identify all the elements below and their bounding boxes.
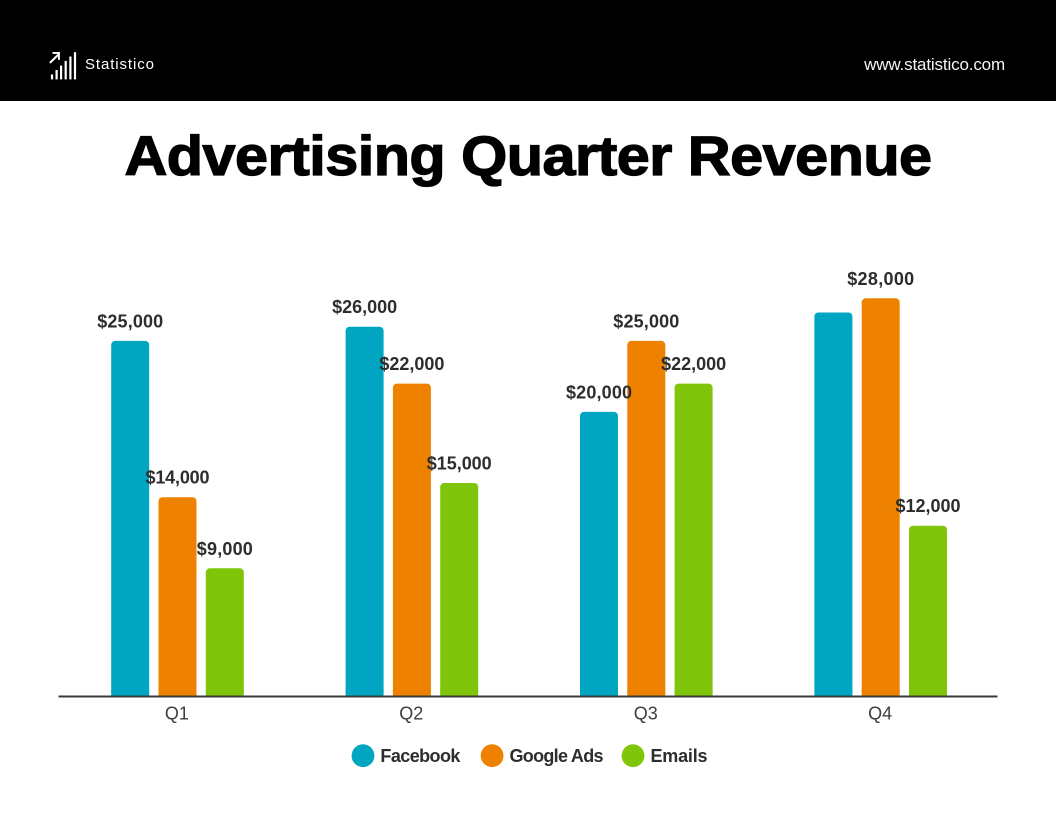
svg-text:$20,000: $20,000 <box>566 382 632 402</box>
svg-text:Q4: Q4 <box>868 704 892 724</box>
svg-text:$26,000: $26,000 <box>332 297 397 317</box>
svg-text:$28,000: $28,000 <box>847 269 914 289</box>
svg-text:Google Ads: Google Ads <box>510 746 604 766</box>
svg-text:$15,000: $15,000 <box>427 454 492 474</box>
svg-text:Q3: Q3 <box>634 704 658 724</box>
svg-text:$12,000: $12,000 <box>896 496 961 516</box>
svg-text:$25,000: $25,000 <box>97 311 163 331</box>
svg-text:$22,000: $22,000 <box>379 354 444 374</box>
svg-text:Q2: Q2 <box>399 704 423 724</box>
svg-text:$14,000: $14,000 <box>146 468 210 488</box>
svg-text:$22,000: $22,000 <box>661 354 726 374</box>
svg-text:Q1: Q1 <box>165 704 189 724</box>
svg-text:$9,000: $9,000 <box>197 539 253 559</box>
svg-text:Facebook: Facebook <box>380 746 461 766</box>
svg-text:Emails: Emails <box>651 746 708 766</box>
svg-text:$25,000: $25,000 <box>613 311 679 331</box>
